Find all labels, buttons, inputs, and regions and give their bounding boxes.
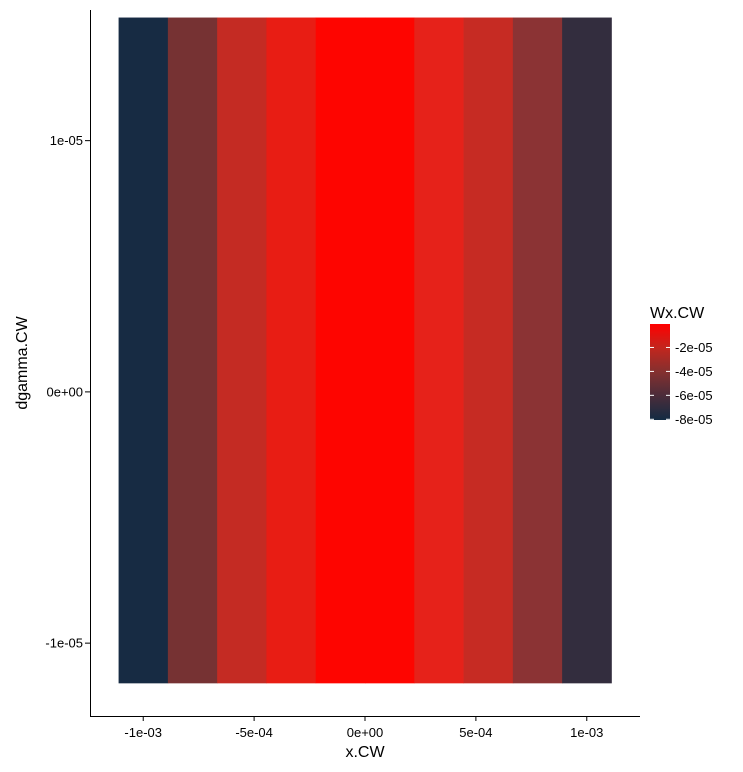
x-tick-label: -1e-03 <box>124 725 162 740</box>
y-tick-label: 1e-05 <box>50 133 83 148</box>
legend-tick-label: -8e-05 <box>675 412 713 427</box>
heatmap-tile <box>315 17 366 684</box>
legend-colorbar <box>650 324 670 420</box>
heatmap-tile <box>512 17 563 684</box>
legend-title: Wx.CW <box>650 305 705 322</box>
legend-tick-label: -4e-05 <box>675 364 713 379</box>
x-tick-label: -5e-04 <box>235 725 273 740</box>
y-axis-ticks: 1e-05 0e+00 -1e-05 <box>45 133 90 651</box>
y-axis-title: dgamma.CW <box>14 315 31 409</box>
legend-ticks: -2e-05 -4e-05 -6e-05 -8e-05 <box>650 340 713 427</box>
heatmap-tile <box>266 17 317 684</box>
y-tick-label: -1e-05 <box>45 636 83 651</box>
legend: Wx.CW -2e-05 -4e-05 -6e-05 -8e-05 <box>650 305 713 427</box>
x-tick-label: 0e+00 <box>347 725 384 740</box>
x-tick-label: 1e-03 <box>570 725 603 740</box>
heatmap-tiles <box>118 17 612 684</box>
heatmap-tile <box>365 17 415 684</box>
y-tick-label: 0e+00 <box>46 384 83 399</box>
heatmap-tile <box>414 17 464 684</box>
heatmap-tile <box>463 17 514 684</box>
heatmap-tile <box>562 17 612 684</box>
legend-tick-label: -6e-05 <box>675 388 713 403</box>
heatmap-tile <box>118 17 169 684</box>
legend-tick-label: -2e-05 <box>675 340 713 355</box>
heatmap-tile <box>217 17 267 684</box>
x-axis-title: x.CW <box>345 744 385 761</box>
x-axis-ticks: -1e-03 -5e-04 0e+00 5e-04 1e-03 <box>124 716 603 740</box>
x-tick-label: 5e-04 <box>459 725 492 740</box>
heatmap-tile <box>167 17 218 684</box>
